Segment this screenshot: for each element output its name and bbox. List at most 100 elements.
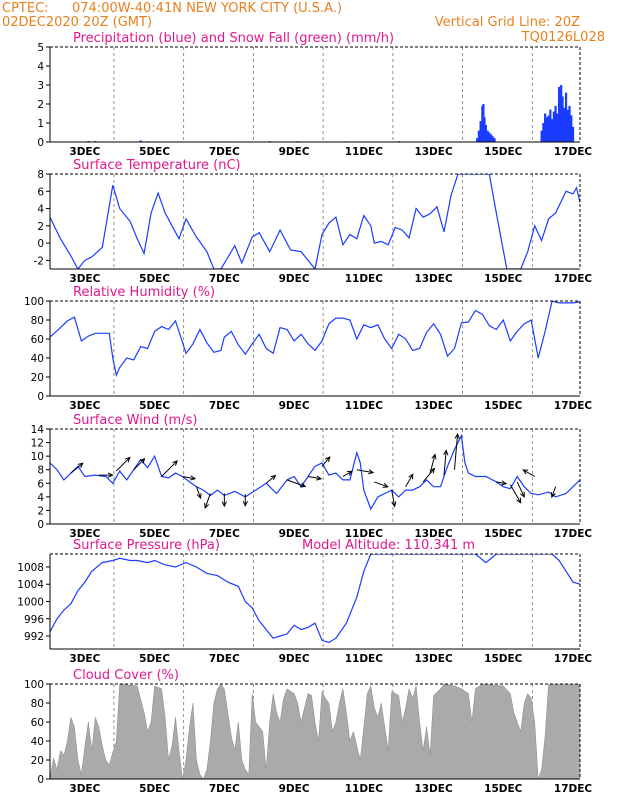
wind-arrow-shaft (516, 481, 525, 498)
panel-title: Surface Temperature (nC) (73, 158, 241, 173)
x-tick-label: 7DEC (209, 783, 240, 795)
blue-bar (484, 124, 487, 142)
header-run-time: 02DEC2020 20Z (GMT) (2, 15, 152, 30)
x-tick-label: 3DEC (69, 400, 100, 412)
x-tick-label: 9DEC (279, 146, 310, 158)
blue-bar (547, 115, 550, 142)
x-tick-label: 5DEC (139, 653, 170, 665)
blue-bar (564, 92, 568, 142)
wind-arrow-shaft (204, 493, 211, 509)
x-tick-label: 15DEC (484, 146, 523, 158)
blue-bar (491, 136, 494, 142)
wind-arrow (98, 472, 114, 478)
wind-arrow-shaft (161, 460, 178, 477)
y-tick-label: 0 (37, 238, 44, 250)
x-tick-label: 3DEC (69, 783, 100, 795)
x-tick-label: 17DEC (554, 146, 593, 158)
wind-arrow (265, 474, 277, 484)
wind-arrow (496, 480, 508, 486)
wind-arrow-head (316, 475, 323, 481)
x-tick-label: 3DEC (69, 653, 100, 665)
y-tick-label: 4 (37, 61, 44, 73)
wind-arrow-head (221, 501, 227, 508)
y-tick-label: 5 (37, 42, 44, 54)
wind-arrow (115, 456, 131, 472)
temp-line (50, 174, 580, 269)
wind-arrow-head (204, 502, 210, 510)
blue-bar (542, 123, 545, 142)
wind-arrow-shaft (429, 454, 436, 474)
wind-arrow-shaft (195, 486, 202, 499)
plot-area (50, 432, 580, 511)
x-tick-label: 11DEC (345, 400, 384, 412)
x-tick-label: 5DEC (139, 273, 170, 285)
y-tick-label: 80 (31, 315, 44, 327)
blue-bar (568, 105, 571, 142)
wind-arrow-head (300, 482, 307, 488)
wind-arrow (70, 462, 84, 474)
wind-arrow-shaft (374, 481, 388, 488)
wind-arrow-shaft (509, 484, 522, 503)
wind-arrow-shaft (522, 469, 535, 477)
plot-area (50, 174, 580, 269)
y-tick-label: 100 (24, 296, 44, 308)
panel-precip: Precipitation (blue) and Snow Fall (gree… (37, 31, 592, 158)
x-tick-label: 7DEC (209, 146, 240, 158)
wind-arrow-shaft (453, 434, 459, 470)
blue-bar (554, 105, 557, 142)
x-tick-label: 9DEC (279, 273, 310, 285)
x-tick-label: 17DEC (554, 528, 593, 540)
panels: Precipitation (blue) and Snow Fall (gree… (17, 31, 592, 795)
wind-arrow (133, 458, 146, 471)
wind-arrow-head (522, 469, 529, 475)
wind-arrow-shaft (551, 486, 557, 498)
y-tick-label: 40 (31, 736, 44, 748)
blue-bar (552, 111, 555, 142)
x-tick-label: 7DEC (209, 400, 240, 412)
y-tick-label: 10 (31, 451, 44, 463)
wind-arrow (550, 486, 557, 499)
header-source: CPTEC: (2, 1, 49, 16)
x-tick-label: 13DEC (414, 146, 453, 158)
panel-title: Precipitation (blue) and Snow Fall (gree… (73, 31, 394, 46)
wind-arrow-shaft (286, 479, 306, 487)
header-grid-note: Vertical Grid Line: 20Z (435, 15, 580, 30)
wind-arrow-head (520, 491, 525, 498)
panel-title: Surface Wind (m/s) (73, 413, 197, 428)
x-tick-label: 11DEC (345, 528, 384, 540)
y-tick-label: 6 (37, 478, 44, 490)
x-tick-label: 7DEC (209, 528, 240, 540)
blue-bar (479, 121, 482, 142)
wind-arrow-shaft (496, 481, 507, 485)
blue-bar (476, 138, 479, 142)
wind-arrow-head (270, 474, 277, 481)
blue-bar (540, 130, 543, 142)
wind-line (50, 433, 580, 511)
wind-arrow (391, 489, 397, 508)
wind-arrow (356, 469, 375, 475)
wind-arrow (204, 493, 211, 510)
wind-arrow-shaft (422, 468, 435, 483)
x-tick-label: 9DEC (279, 783, 310, 795)
wind-arrow (161, 460, 178, 477)
wind-arrow (307, 475, 323, 481)
x-tick-label: 7DEC (209, 653, 240, 665)
wind-arrow (286, 479, 307, 488)
wind-arrow-shaft (356, 469, 374, 474)
blue-bar (493, 138, 496, 142)
wind-arrow (429, 453, 437, 474)
x-tick-label: 5DEC (139, 528, 170, 540)
green-bar (94, 140, 97, 142)
y-tick-label: 992 (24, 631, 44, 643)
y-tick-label: 20 (31, 372, 44, 384)
x-tick-label: 15DEC (484, 783, 523, 795)
wind-arrow-head (443, 449, 449, 456)
blue-bar (551, 119, 554, 142)
blue-bar (477, 130, 480, 142)
wind-arrow (443, 449, 449, 476)
blue-bar (560, 85, 563, 142)
blue-bar (489, 134, 493, 142)
wind-arrow-head (346, 470, 353, 476)
plot-area (50, 554, 580, 644)
y-tick-label: 100 (24, 679, 44, 691)
